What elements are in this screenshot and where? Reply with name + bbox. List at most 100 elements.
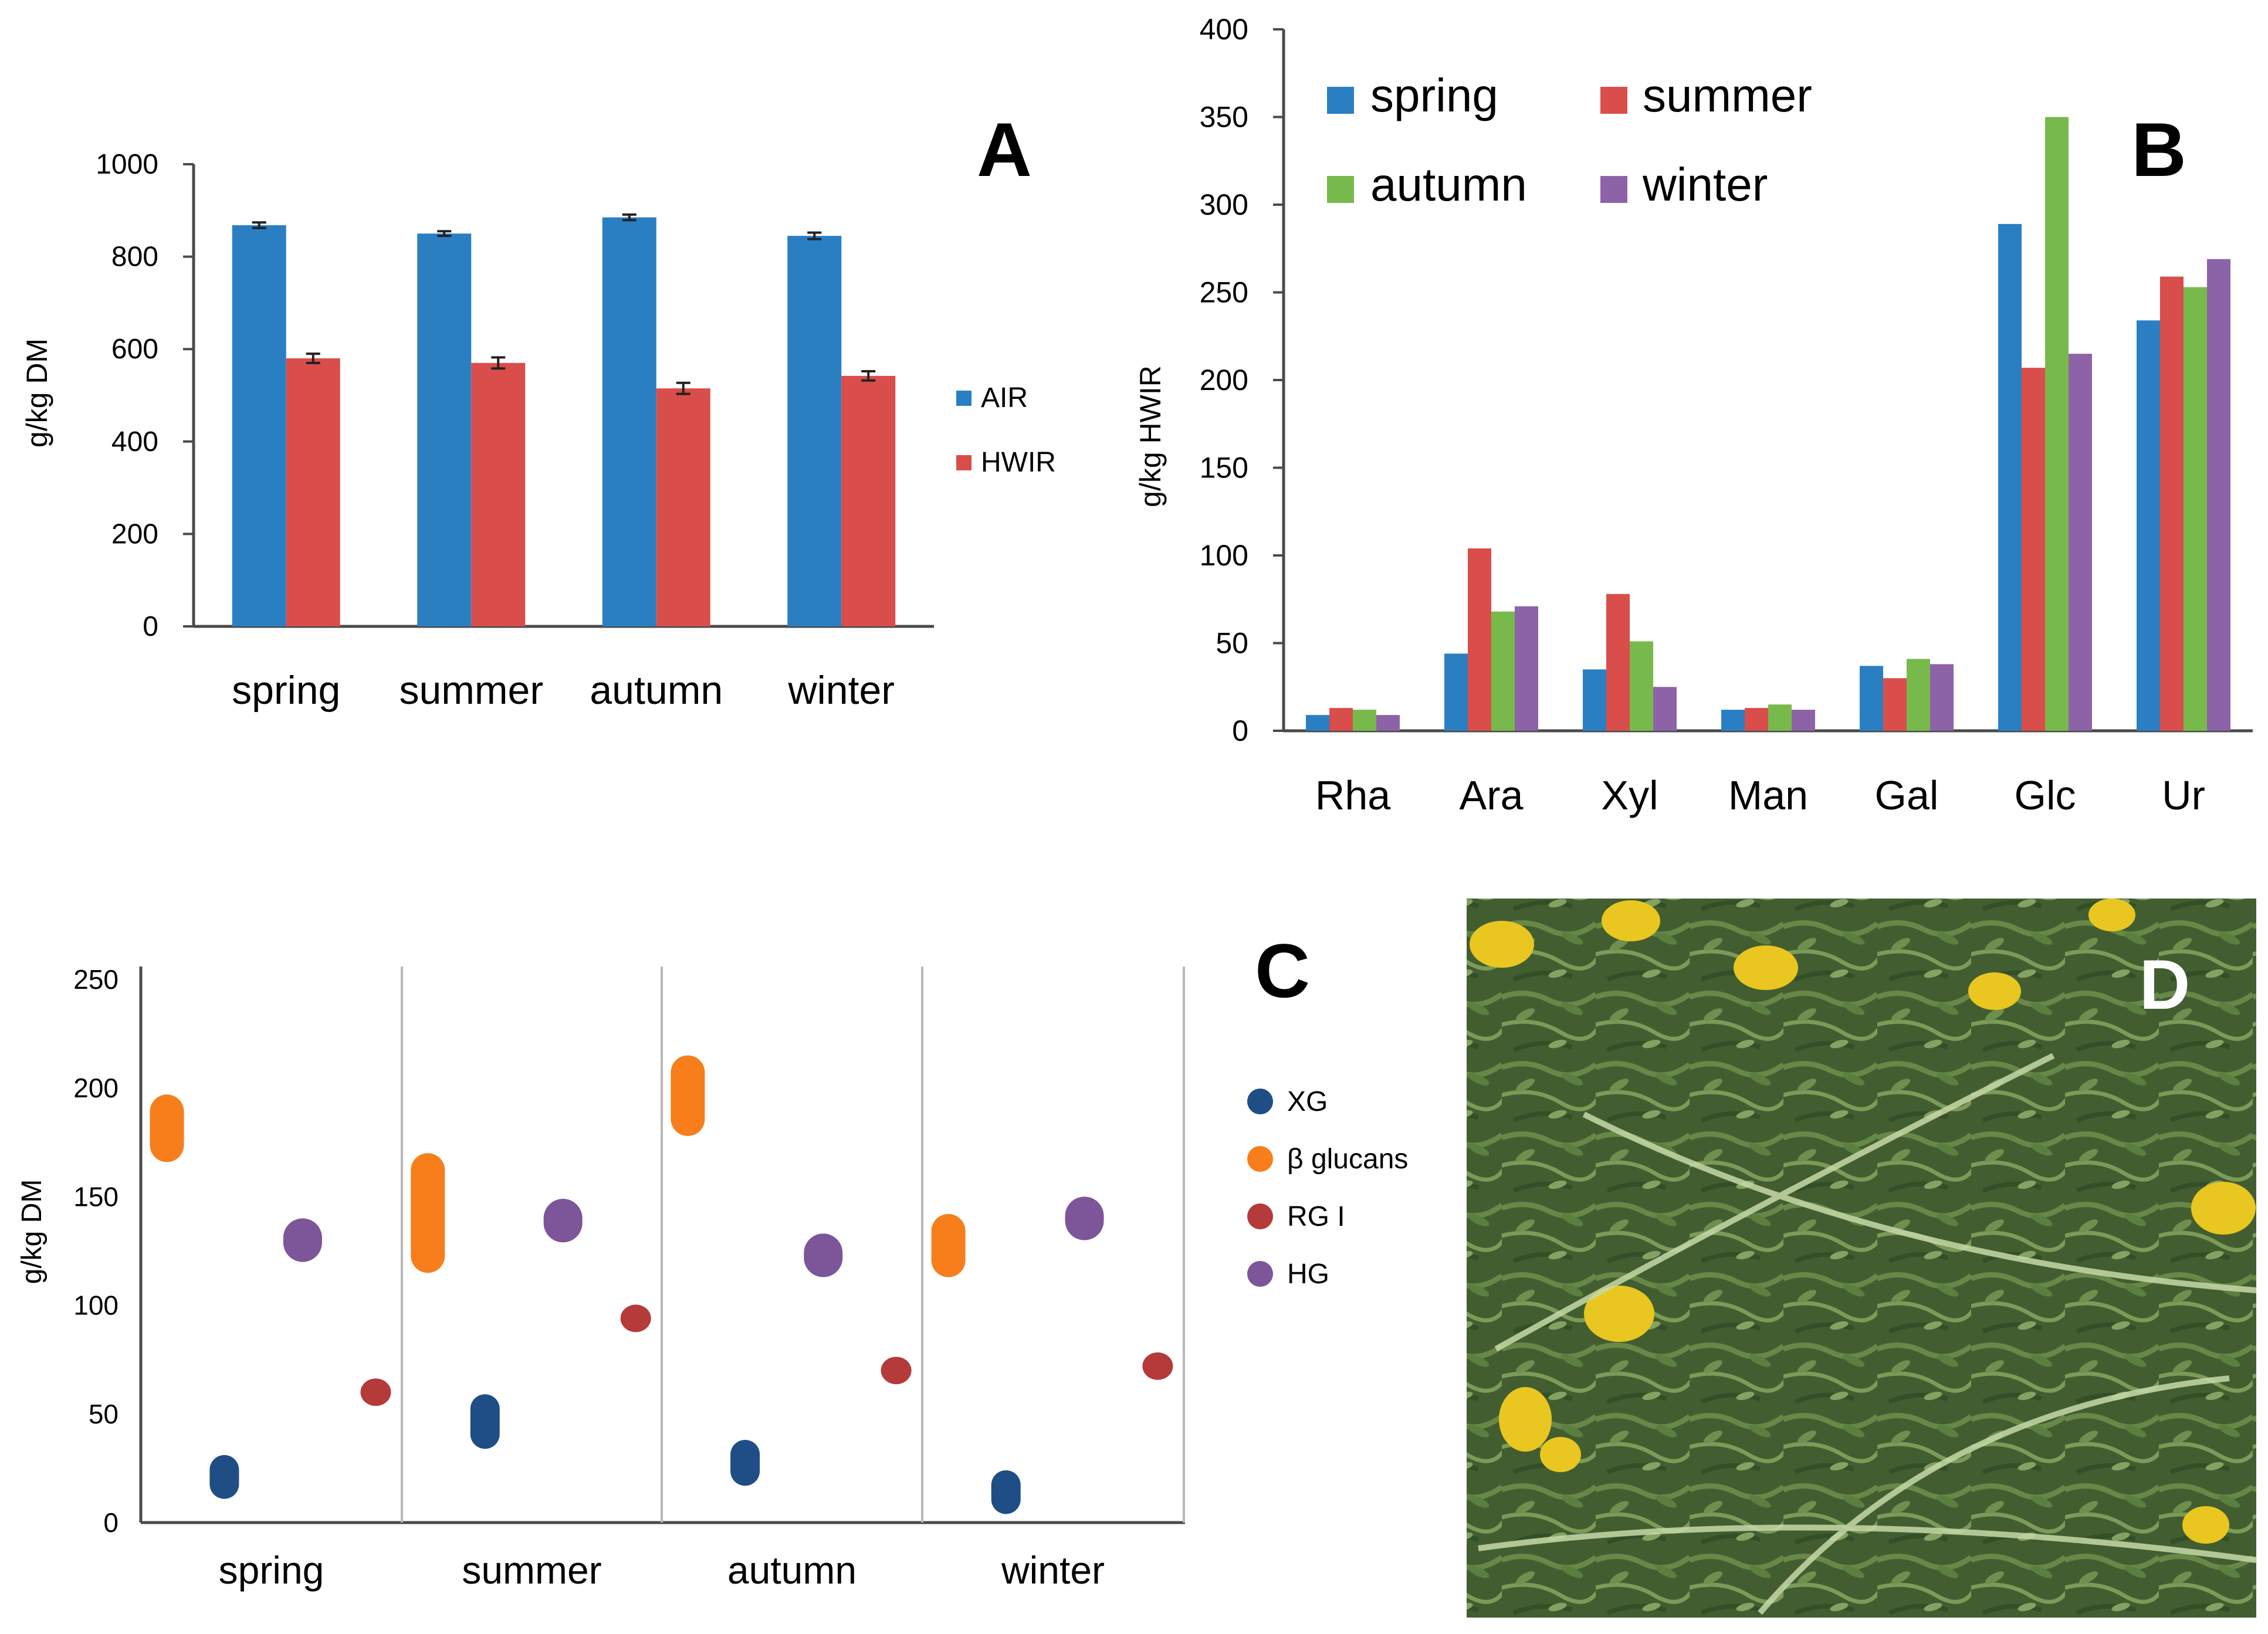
panel-b-bar — [1376, 715, 1400, 731]
panel-c-ytick-label: 0 — [103, 1507, 119, 1538]
panel-c-category-label: spring — [219, 1548, 324, 1592]
panel-b-ytick-label: 200 — [1200, 364, 1248, 396]
panel-b-ytick-label: 250 — [1200, 276, 1248, 309]
legend-label-spring: spring — [1370, 69, 1498, 121]
panel-a-bar — [471, 362, 526, 626]
panel-a-bar — [841, 375, 896, 626]
panel-c-category-label: winter — [1001, 1548, 1105, 1592]
panel-a-category-label: summer — [399, 668, 543, 713]
panel-c-ytick-label: 200 — [73, 1073, 119, 1103]
panel-a: A g/kg DM 0 200 400 600 800 1000 spring summer… — [21, 107, 1056, 713]
panel-b-bar — [1930, 664, 1954, 731]
panel-b-bar — [1768, 704, 1792, 731]
legend-marker-hg — [1247, 1261, 1273, 1287]
panel-c-point — [620, 1304, 651, 1333]
panel-b-category-label: Ur — [2162, 772, 2205, 818]
panel-a-ytick-label: 1000 — [96, 149, 158, 180]
legend-label-hwir: HWIR — [981, 447, 1056, 478]
panel-a-category-label: autumn — [590, 668, 723, 713]
panel-b-bar — [2137, 320, 2160, 731]
legend-swatch-spring — [1327, 87, 1354, 114]
panel-b-bar — [1468, 548, 1491, 731]
panel-a-bar — [286, 358, 340, 626]
panel-b-category-label: Man — [1728, 772, 1808, 818]
panel-b-ylabel: g/kg HWIR — [1134, 365, 1167, 507]
panel-a-bar — [787, 236, 842, 626]
legend-swatch-winter — [1600, 176, 1627, 203]
panel-c-ytick-label: 150 — [73, 1181, 119, 1212]
panel-b-category-label: Ara — [1460, 772, 1524, 818]
panel-a-bar — [656, 388, 710, 626]
panel-b-ytick-label: 100 — [1200, 539, 1248, 572]
panel-c-point — [730, 1439, 760, 1486]
panel-a-ytick-label: 0 — [143, 611, 158, 642]
panel-a-label: A — [977, 107, 1032, 192]
panel-b-bar — [1515, 606, 1538, 731]
panel-a-category-label: winter — [788, 668, 895, 713]
panel-c-ylabel: g/kg DM — [16, 1179, 48, 1284]
panel-b-ytick-label: 350 — [1200, 101, 1248, 134]
panel-a-ytick-label: 600 — [111, 334, 158, 365]
panel-c-point — [931, 1213, 966, 1277]
panel-c-point — [1142, 1352, 1173, 1380]
panel-b-bar — [1721, 710, 1745, 731]
panel-c-category-label: summer — [462, 1548, 601, 1592]
panel-a-category-label: spring — [232, 668, 340, 713]
panel-c-point — [804, 1233, 843, 1277]
panel-c-point — [543, 1199, 583, 1243]
panel-b-bar — [1306, 715, 1329, 731]
panel-c-ytick-label: 100 — [73, 1290, 119, 1321]
panel-b-bar — [1583, 669, 1606, 731]
legend-swatch-hwir — [956, 455, 971, 470]
panel-c-ytick-label: 50 — [89, 1399, 119, 1429]
legend-label-hg: HG — [1287, 1259, 1329, 1290]
panel-b-bar — [1792, 710, 1815, 731]
legend-label-beta-glucans: β glucans — [1287, 1144, 1408, 1175]
panel-b-bar — [1998, 223, 2022, 731]
panel-b-bar — [1883, 678, 1907, 731]
legend-label-autumn: autumn — [1370, 158, 1527, 211]
panel-b-bar — [2207, 259, 2230, 731]
panel-a-ylabel: g/kg DM — [21, 338, 53, 448]
panel-c-point — [360, 1378, 391, 1406]
legend-marker-beta-glucans — [1247, 1146, 1273, 1172]
forage-photo — [1467, 899, 2256, 1618]
panel-b-bar — [1630, 641, 1653, 731]
legend-marker-rg1 — [1247, 1204, 1273, 1229]
panel-b-bar — [1329, 708, 1353, 731]
legend-label-xg: XG — [1287, 1086, 1328, 1117]
panel-b-bar — [1653, 687, 1677, 731]
panel-a-bar — [417, 233, 472, 626]
panel-c: C g/kg DM 0 50 100 150 200 250 spring summer au… — [16, 928, 1408, 1592]
panel-b-category-label: Xyl — [1601, 772, 1658, 818]
panel-b-ytick-label: 400 — [1200, 13, 1248, 46]
panel-b-bar — [1353, 710, 1376, 731]
pale-stems — [1478, 1053, 2257, 1615]
panel-b-bar — [1907, 659, 1930, 731]
panel-b-bar — [2022, 368, 2045, 731]
panel-c-label: C — [1255, 928, 1310, 1013]
panel-b-bar — [2160, 276, 2184, 731]
panel-a-ytick-label: 400 — [111, 426, 158, 457]
panel-d-label: D — [2140, 945, 2191, 1024]
panel-b-bar — [2069, 354, 2092, 731]
panel-b-category-label: Glc — [2015, 772, 2076, 818]
legend-swatch-summer — [1600, 87, 1627, 114]
panel-b-ytick-label: 50 — [1216, 627, 1248, 660]
panel-b-label: B — [2131, 107, 2186, 192]
panel-b-bar — [1491, 611, 1515, 731]
panel-a-ytick-label: 200 — [111, 518, 158, 550]
panel-b-ytick-label: 300 — [1200, 188, 1248, 221]
panel-c-point — [283, 1218, 322, 1262]
legend-swatch-air — [956, 391, 971, 406]
panel-b-ytick-label: 150 — [1200, 452, 1248, 484]
legend-marker-xg — [1247, 1089, 1273, 1114]
panel-b-category-label: Rha — [1315, 772, 1390, 818]
panel-a-bar — [602, 217, 656, 626]
panel-a-ytick-label: 800 — [111, 242, 158, 273]
panel-c-point — [1065, 1196, 1104, 1240]
legend-swatch-autumn — [1327, 176, 1354, 203]
panel-c-point — [150, 1094, 184, 1162]
panel-b-bar — [2184, 287, 2207, 731]
